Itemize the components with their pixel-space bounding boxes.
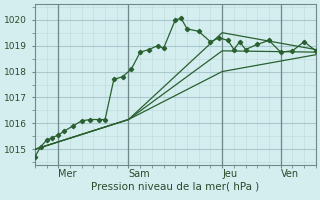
X-axis label: Pression niveau de la mer( hPa ): Pression niveau de la mer( hPa ) — [91, 182, 260, 192]
